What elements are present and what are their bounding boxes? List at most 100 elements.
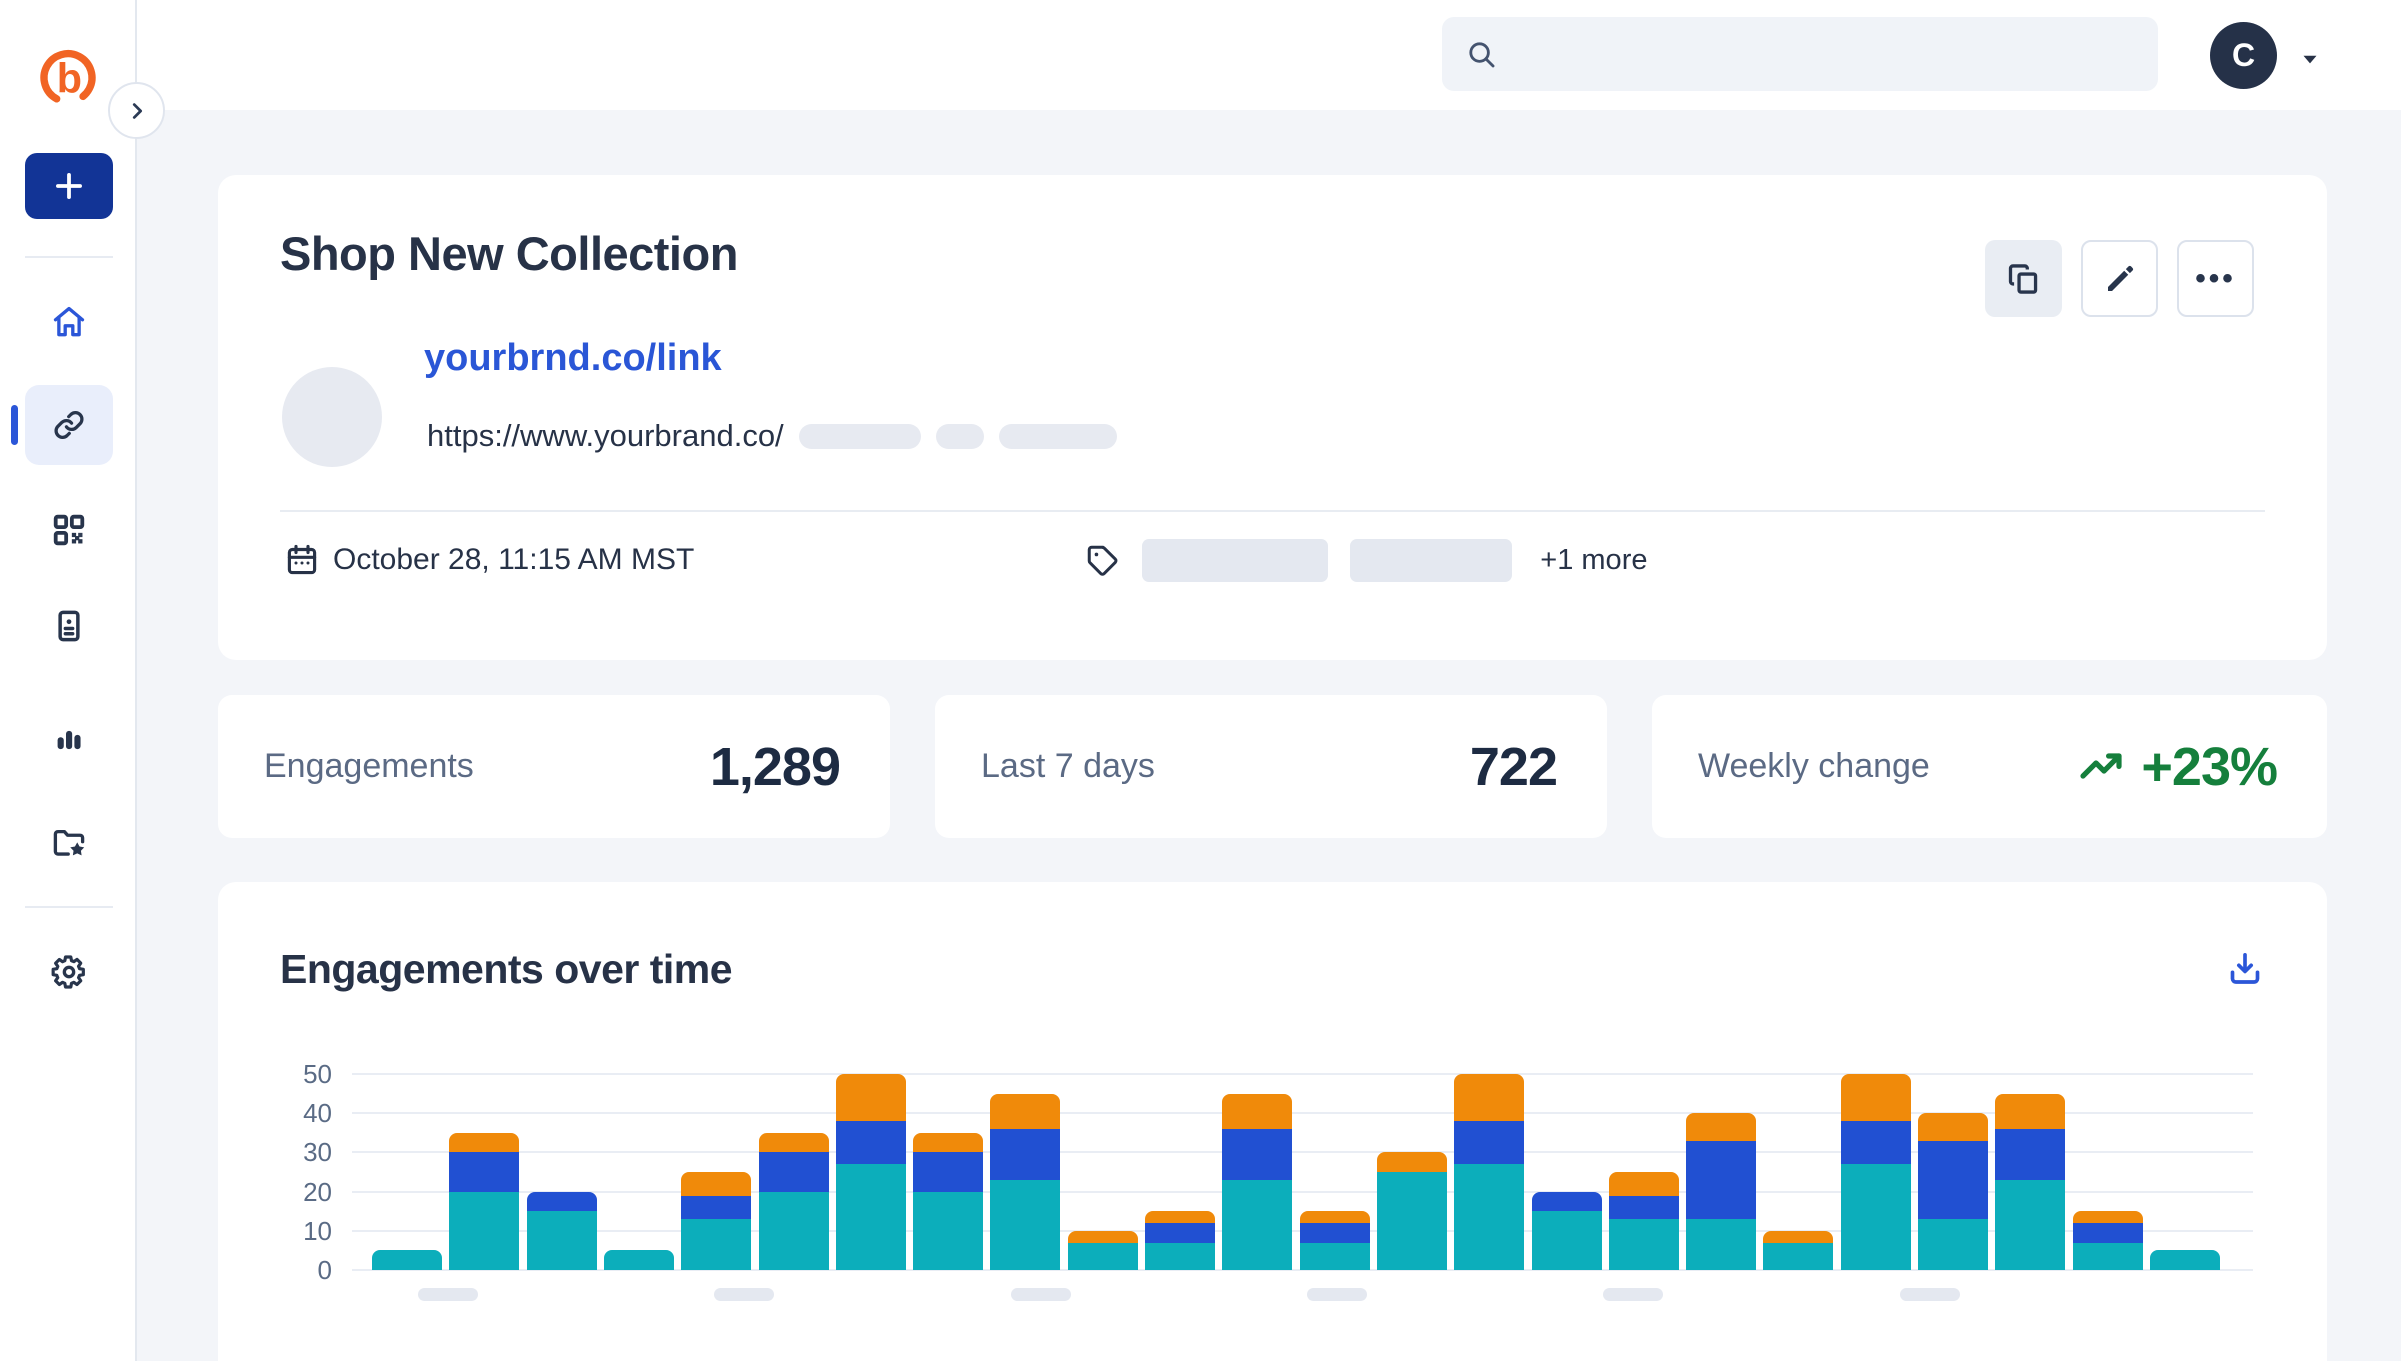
- bar-segment-teal[interactable]: [449, 1191, 520, 1270]
- svg-text:b: b: [57, 55, 82, 101]
- x-axis-label-placeholder: [418, 1288, 478, 1301]
- bar-segment-teal[interactable]: [758, 1191, 829, 1270]
- bar-segment-orange[interactable]: [1145, 1211, 1215, 1223]
- bar-segment-blue[interactable]: [835, 1121, 906, 1165]
- stat-value: 722: [1469, 736, 1558, 797]
- bar-segment-teal[interactable]: [2072, 1242, 2143, 1270]
- tag-pill-placeholder: [1350, 538, 1513, 582]
- bar-segment-orange[interactable]: [1763, 1230, 1834, 1243]
- link-detail-card: Shop New Collection ••• yourbrnd.co/link…: [218, 175, 2327, 660]
- bar-segment-orange[interactable]: [2072, 1211, 2143, 1223]
- chevron-right-icon: [132, 102, 142, 119]
- bar-segment-blue[interactable]: [1299, 1222, 1370, 1243]
- bar-segment-teal[interactable]: [1763, 1242, 1834, 1270]
- bar-segment-orange[interactable]: [758, 1132, 829, 1153]
- bar-segment-orange[interactable]: [1995, 1093, 2066, 1129]
- bar-segment-teal[interactable]: [1531, 1211, 1602, 1270]
- bar-segment-blue[interactable]: [1686, 1140, 1757, 1220]
- edit-button[interactable]: [2081, 240, 2158, 317]
- short-link[interactable]: yourbrnd.co/link: [424, 337, 722, 379]
- bar-segment-blue[interactable]: [913, 1152, 984, 1192]
- bar-segment-teal[interactable]: [1145, 1242, 1215, 1270]
- bar-segment-orange[interactable]: [1299, 1211, 1370, 1223]
- sidebar-item-home[interactable]: [25, 282, 113, 362]
- bitly-logo-icon[interactable]: b: [36, 47, 100, 111]
- bar-segment-teal[interactable]: [1918, 1219, 1988, 1270]
- bar-segment-orange[interactable]: [1918, 1113, 1988, 1141]
- bar-segment-orange[interactable]: [1454, 1074, 1525, 1122]
- avatar[interactable]: C: [2210, 22, 2277, 89]
- tag-pill-placeholder: [1142, 538, 1329, 582]
- bar-segment-blue[interactable]: [449, 1152, 520, 1192]
- bar-segment-orange[interactable]: [913, 1132, 984, 1153]
- bar-segment-blue[interactable]: [1222, 1128, 1293, 1180]
- bar-segment-teal[interactable]: [1067, 1242, 1138, 1270]
- bar-segment-teal[interactable]: [1299, 1242, 1370, 1270]
- chart-gridline: [352, 1151, 2253, 1154]
- bar-segment-teal[interactable]: [1222, 1179, 1293, 1270]
- bar-segment-blue[interactable]: [526, 1191, 597, 1212]
- bar-segment-teal[interactable]: [1840, 1164, 1911, 1270]
- bar-segment-orange[interactable]: [1608, 1172, 1679, 1196]
- bar-segment-blue[interactable]: [1608, 1195, 1679, 1220]
- redacted-pill: [798, 423, 921, 449]
- chart-gridline: [352, 1112, 2253, 1115]
- calendar-icon: [287, 544, 317, 575]
- sidebar-item-pages[interactable]: [25, 586, 113, 666]
- bar-segment-orange[interactable]: [1686, 1113, 1757, 1141]
- bar-segment-blue[interactable]: [1918, 1140, 1988, 1220]
- bar-segment-teal[interactable]: [526, 1211, 597, 1270]
- sidebar-item-campaigns[interactable]: [25, 803, 113, 883]
- bar-segment-orange[interactable]: [835, 1074, 906, 1122]
- y-axis-tick-label: 50: [303, 1059, 332, 1089]
- bar-segment-teal[interactable]: [372, 1250, 442, 1270]
- weekly-change: +23%: [2077, 736, 2278, 798]
- bar-segment-blue[interactable]: [1454, 1121, 1525, 1165]
- bar-segment-orange[interactable]: [1222, 1093, 1293, 1129]
- more-options-button[interactable]: •••: [2177, 240, 2254, 317]
- bar-segment-orange[interactable]: [1376, 1152, 1447, 1172]
- chart-gridline: [352, 1269, 2253, 1271]
- bar-segment-teal[interactable]: [1608, 1219, 1679, 1270]
- bar-segment-blue[interactable]: [2072, 1222, 2143, 1243]
- redacted-pill: [998, 423, 1117, 449]
- copy-button[interactable]: [1985, 240, 2062, 317]
- bar-segment-orange[interactable]: [449, 1132, 520, 1153]
- bar-segment-blue[interactable]: [758, 1152, 829, 1192]
- create-new-button[interactable]: [25, 153, 113, 219]
- bar-segment-teal[interactable]: [603, 1250, 674, 1270]
- bar-segment-blue[interactable]: [681, 1195, 752, 1220]
- search-box[interactable]: [1442, 17, 2158, 91]
- bar-segment-blue[interactable]: [1995, 1128, 2066, 1180]
- chevron-down-icon[interactable]: [2297, 46, 2323, 66]
- bar-segment-teal[interactable]: [1376, 1172, 1447, 1270]
- sidebar-item-links[interactable]: [11, 385, 113, 465]
- bar-segment-blue[interactable]: [1145, 1222, 1215, 1243]
- stat-card-weekly-change: Weekly change +23%: [1652, 695, 2327, 838]
- bar-segment-orange[interactable]: [681, 1172, 752, 1196]
- sidebar-item-qr-codes[interactable]: [25, 490, 113, 570]
- bar-segment-teal[interactable]: [990, 1179, 1061, 1270]
- bar-segment-blue[interactable]: [990, 1128, 1061, 1180]
- bar-segment-blue[interactable]: [1531, 1191, 1602, 1212]
- bar-segment-teal[interactable]: [2149, 1250, 2220, 1270]
- bar-segment-orange[interactable]: [1840, 1074, 1911, 1122]
- bar-segment-teal[interactable]: [1995, 1179, 2066, 1270]
- search-input[interactable]: [1512, 37, 2136, 71]
- destination-url[interactable]: https://www.yourbrand.co/: [427, 418, 784, 453]
- sidebar-item-analytics[interactable]: [25, 698, 113, 778]
- chart-gridline: [352, 1073, 2253, 1075]
- sidebar-item-settings[interactable]: [25, 932, 113, 1012]
- bar-segment-teal[interactable]: [835, 1164, 906, 1270]
- more-tags-link[interactable]: +1 more: [1540, 543, 1648, 576]
- bar-segment-teal[interactable]: [1686, 1219, 1757, 1270]
- redacted-pill: [935, 423, 984, 449]
- bar-segment-teal[interactable]: [1454, 1164, 1525, 1270]
- bar-segment-blue[interactable]: [1840, 1121, 1911, 1165]
- bar-segment-orange[interactable]: [990, 1093, 1061, 1129]
- bar-segment-orange[interactable]: [1067, 1230, 1138, 1243]
- download-chart-button[interactable]: [2223, 948, 2267, 992]
- bar-segment-teal[interactable]: [913, 1191, 984, 1270]
- sidebar-collapse-button[interactable]: [108, 82, 165, 139]
- bar-segment-teal[interactable]: [681, 1219, 752, 1270]
